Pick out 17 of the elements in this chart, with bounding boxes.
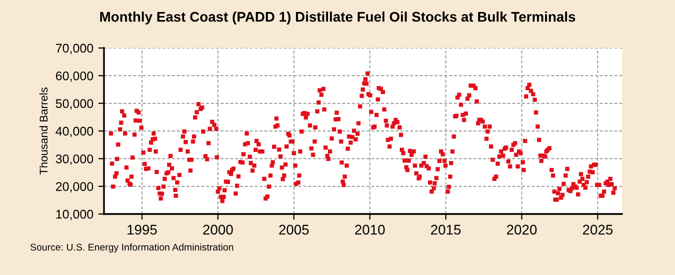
y-tick-label: 40,000 <box>56 126 94 138</box>
y-tick-label: 70,000 <box>56 44 94 54</box>
chart-title: Monthly East Coast (PADD 1) Distillate Fuel Oil Stocks at Bulk Terminals <box>100 12 576 24</box>
y-tick-label: 20,000 <box>56 182 94 192</box>
x-tick-label: 2000 <box>203 224 233 235</box>
y-axis-title: Thousand Barrels <box>39 88 48 175</box>
x-tick-label: 2010 <box>355 224 385 235</box>
y-tick-label: 30,000 <box>56 154 94 165</box>
source-note: Source: U.S. Energy Information Administration <box>30 243 234 253</box>
y-tick-label: 10,000 <box>56 210 94 220</box>
x-tick-label: 2015 <box>431 224 461 235</box>
y-tick-label: 50,000 <box>56 99 94 110</box>
x-tick-label: 2025 <box>582 224 613 235</box>
x-tick-label: 2020 <box>506 224 537 235</box>
x-tick-label: 1995 <box>128 224 157 235</box>
x-tick-label: 2005 <box>279 224 309 235</box>
y-tick-label: 60,000 <box>56 71 94 82</box>
